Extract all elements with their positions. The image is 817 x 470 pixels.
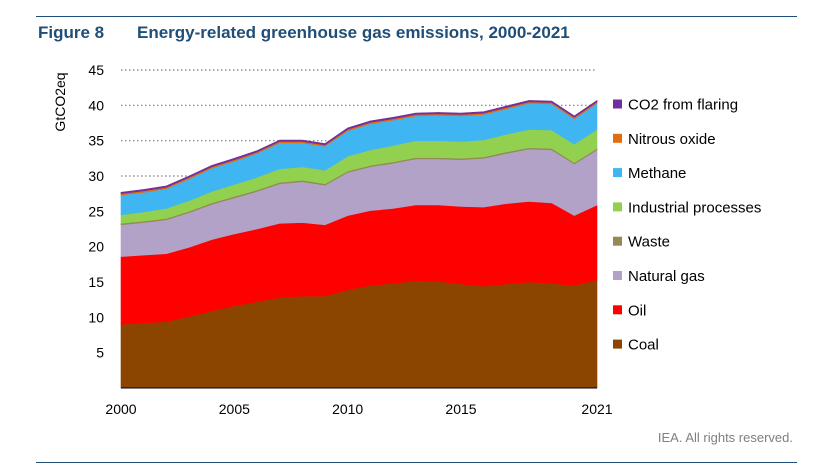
top-rule	[36, 16, 797, 17]
legend-label-natural-gas: Natural gas	[628, 268, 705, 285]
legend-swatch-industrial-processes	[613, 202, 622, 212]
y-tick-45: 45	[88, 62, 104, 78]
legend-swatch-natural-gas	[613, 271, 622, 280]
legend-swatch-nitrous-oxide	[613, 133, 622, 143]
area-co2-from-flaring	[120, 99, 598, 195]
y-axis-label: GtCO2eq	[52, 72, 68, 131]
y-tick-10: 10	[88, 309, 104, 325]
bottom-rule	[36, 462, 797, 463]
legend-label-industrial-processes: Industrial processes	[628, 199, 761, 216]
y-tick-5: 5	[96, 345, 104, 361]
credit-text: IEA. All rights reserved.	[657, 430, 793, 445]
x-tick-2010: 2010	[332, 401, 363, 417]
x-tick-2021: 2021	[581, 401, 612, 417]
x-tick-2015: 2015	[445, 401, 476, 417]
stacked-areas	[120, 99, 598, 389]
legend-swatch-coal	[613, 339, 622, 349]
y-tick-labels: 5 10 15 20 25 30 35 40 45	[88, 62, 104, 361]
figure-label: Figure 8	[38, 23, 105, 42]
y-tick-15: 15	[88, 274, 104, 290]
y-tick-20: 20	[88, 239, 104, 255]
legend: CO2 from flaring Nitrous oxide Methane Indu…	[613, 97, 761, 354]
x-tick-2000: 2000	[105, 401, 136, 417]
legend-label-nitrous-oxide: Nitrous oxide	[628, 131, 716, 148]
legend-swatch-co2-from-flaring	[613, 99, 622, 109]
y-tick-30: 30	[88, 168, 104, 184]
legend-label-waste: Waste	[628, 234, 670, 251]
x-tick-labels: 2000 2005 2010 2015 2021	[105, 401, 612, 417]
legend-label-methane: Methane	[628, 165, 686, 182]
legend-label-co2-from-flaring: CO2 from flaring	[628, 97, 738, 114]
x-tick-2005: 2005	[219, 401, 250, 417]
y-tick-35: 35	[88, 133, 104, 149]
legend-label-oil: Oil	[628, 302, 646, 319]
legend-swatch-oil	[613, 305, 622, 315]
figure-title: Energy-related greenhouse gas emissions,…	[137, 23, 570, 42]
y-tick-40: 40	[88, 97, 104, 113]
legend-swatch-waste	[613, 236, 622, 246]
legend-swatch-methane	[613, 168, 622, 178]
y-tick-25: 25	[88, 203, 104, 219]
legend-label-coal: Coal	[628, 337, 659, 354]
